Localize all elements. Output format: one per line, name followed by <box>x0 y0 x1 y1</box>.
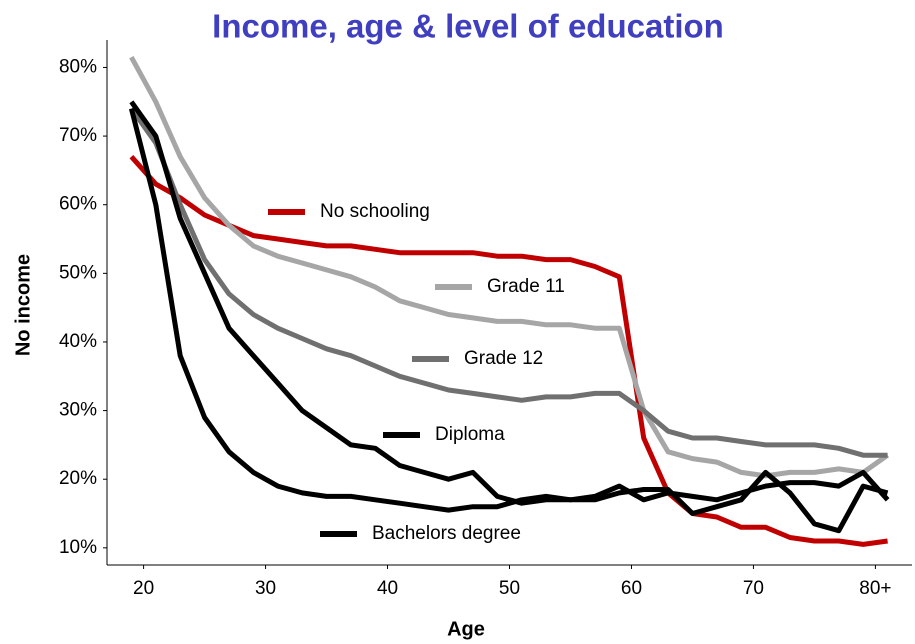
chart-title: Income, age & level of education <box>212 8 724 45</box>
y-tick-label: 60% <box>59 194 97 215</box>
y-tick-label: 40% <box>59 331 97 352</box>
legend-label: Grade 12 <box>464 348 543 369</box>
x-axis-label: Age <box>447 618 485 640</box>
series-line <box>129 56 890 479</box>
legend-label: No schooling <box>320 201 430 222</box>
x-tick-label: 80+ <box>859 578 891 599</box>
x-tick-label: 60 <box>621 578 642 599</box>
y-tick-label: 20% <box>59 468 97 489</box>
y-tick-label: 80% <box>59 56 97 77</box>
y-tick-label: 50% <box>59 262 97 283</box>
x-tick-label: 20 <box>133 578 154 599</box>
legend-label: Grade 11 <box>487 276 565 297</box>
legend-label: Bachelors degree <box>372 523 521 544</box>
y-tick-label: 30% <box>59 400 97 421</box>
y-axis-label: No income <box>12 254 34 356</box>
series-line <box>129 107 888 458</box>
series-line <box>128 107 890 513</box>
x-tick-label: 30 <box>255 578 276 599</box>
series-line <box>129 100 889 534</box>
x-tick-label: 50 <box>499 578 520 599</box>
y-tick-label: 10% <box>59 537 97 558</box>
x-tick-label: 40 <box>377 578 398 599</box>
y-tick-label: 70% <box>59 125 97 146</box>
x-tick-label: 70 <box>743 578 764 599</box>
series-line <box>129 155 888 547</box>
legend-label: Diploma <box>435 424 505 445</box>
